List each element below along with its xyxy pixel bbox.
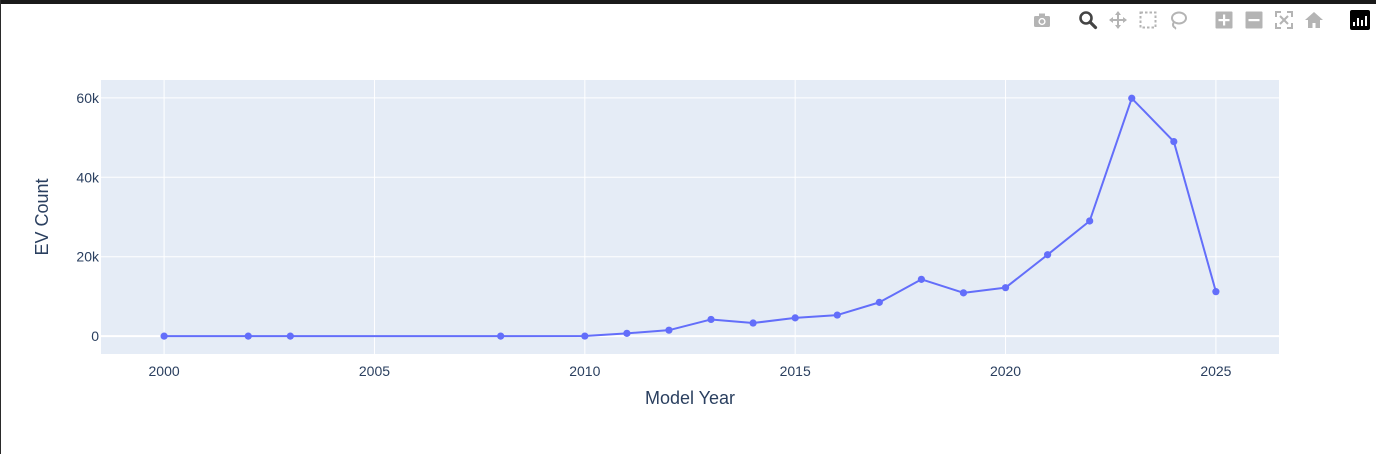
data-point[interactable]: [581, 332, 589, 340]
data-point[interactable]: [749, 319, 757, 327]
data-point[interactable]: [497, 332, 505, 340]
x-tick-label: 2020: [990, 363, 1021, 379]
data-point[interactable]: [1170, 137, 1178, 146]
x-tick-label: 2025: [1200, 363, 1231, 379]
y-tick-label: 60k: [76, 90, 100, 106]
autoscale-icon[interactable]: [1272, 8, 1296, 32]
data-point[interactable]: [623, 329, 631, 337]
plot-area: [101, 80, 1279, 354]
reset-axes-icon[interactable]: [1302, 8, 1326, 32]
y-tick-label: 20k: [76, 249, 100, 265]
data-point[interactable]: [917, 275, 925, 283]
y-tick-label: 0: [91, 328, 99, 344]
window-left-border: [0, 0, 1, 454]
data-point[interactable]: [791, 314, 799, 322]
data-point[interactable]: [286, 332, 294, 340]
x-axis-ticks: 2000 2005 2010 2015 2020 2025: [149, 363, 1232, 379]
box-select-icon[interactable]: [1136, 8, 1160, 32]
data-point[interactable]: [875, 298, 883, 306]
x-tick-label: 2005: [359, 363, 390, 379]
zoom-out-icon[interactable]: [1242, 8, 1266, 32]
data-point[interactable]: [160, 332, 168, 340]
x-tick-label: 2000: [149, 363, 180, 379]
x-tick-label: 2010: [569, 363, 600, 379]
zoom-icon[interactable]: [1076, 8, 1100, 32]
y-axis-ticks: 0 20k 40k 60k: [76, 90, 100, 344]
data-point[interactable]: [1212, 288, 1220, 296]
plot-modebar: [1030, 8, 1372, 32]
series-group: [160, 94, 1220, 340]
camera-icon[interactable]: [1030, 8, 1054, 32]
data-point[interactable]: [1086, 217, 1094, 225]
lasso-select-icon[interactable]: [1166, 8, 1190, 32]
window-top-border: [0, 0, 1376, 4]
data-point[interactable]: [1001, 284, 1010, 292]
data-point[interactable]: [833, 311, 841, 319]
data-point[interactable]: [1128, 94, 1136, 102]
plotly-logo-icon[interactable]: [1348, 8, 1372, 32]
data-point[interactable]: [244, 332, 252, 340]
data-point[interactable]: [707, 315, 715, 324]
x-axis-title: Model Year: [645, 388, 735, 408]
x-tick-label: 2015: [780, 363, 811, 379]
data-point[interactable]: [959, 289, 968, 297]
data-point[interactable]: [1044, 251, 1052, 259]
y-axis-title: EV Count: [32, 178, 52, 255]
data-point[interactable]: [665, 326, 673, 334]
series-line: [164, 97, 1217, 338]
pan-icon[interactable]: [1106, 8, 1130, 32]
zoom-in-icon[interactable]: [1212, 8, 1236, 32]
y-tick-label: 40k: [76, 169, 100, 185]
